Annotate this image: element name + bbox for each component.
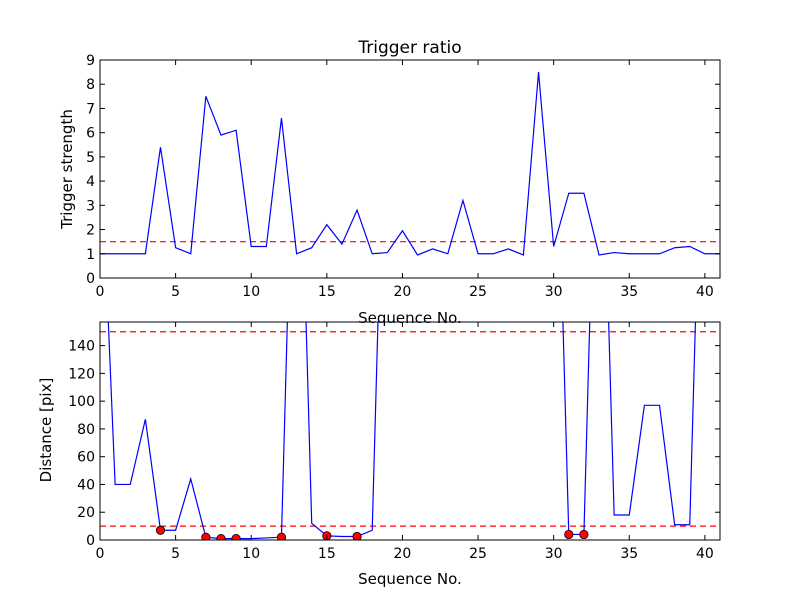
top-chart-xtick-label-0: 0 <box>96 284 105 300</box>
bottom-chart-xtick-label-5: 25 <box>469 546 487 562</box>
bottom-chart-ytick-label-5: 100 <box>68 394 95 410</box>
top-chart-ytick-label-0: 0 <box>86 271 95 287</box>
top-chart-ytick-label-9: 9 <box>86 53 95 69</box>
top-chart-ytick-label-2: 2 <box>86 223 95 239</box>
bottom-chart-marker-point-8 <box>579 529 589 540</box>
top-chart-xtick-label-3: 15 <box>318 284 336 300</box>
bottom-chart-ytick-label-3: 60 <box>77 450 95 466</box>
top-chart-xtick-label-8: 40 <box>696 284 714 300</box>
top-chart-ytick-label-4: 4 <box>86 174 95 190</box>
bottom-chart-axes-frame <box>99 321 721 541</box>
bottom-chart-marker-point-7 <box>564 529 574 540</box>
top-chart-ytick-label-1: 1 <box>86 247 95 263</box>
top-chart-title: Trigger ratio <box>357 38 461 58</box>
bottom-chart-ylabel: Distance [pix] <box>37 378 55 483</box>
top-chart-series-line-0 <box>100 72 720 256</box>
top-chart-ytick-label-5: 5 <box>86 150 95 166</box>
bottom-chart-xtick-label-4: 20 <box>394 546 412 562</box>
top-chart-xtick-label-7: 35 <box>620 284 638 300</box>
top-chart-xtick-label-4: 20 <box>394 284 412 300</box>
top-chart-plot: 0 5 10 15 20 25 30 35 40 0 1 2 3 4 5 6 7 8 9 <box>86 53 721 300</box>
bottom-chart-xtick-label-3: 15 <box>318 546 336 562</box>
bottom-chart-ytick-label-7: 140 <box>68 339 95 355</box>
top-chart-ytick-label-7: 7 <box>86 101 95 117</box>
bottom-chart-marker-point-2 <box>216 534 226 540</box>
top-chart-axes-frame <box>99 59 721 279</box>
top-chart-ylabel: Trigger strength <box>58 109 76 230</box>
bottom-chart-xlabel: Sequence No. <box>358 570 462 588</box>
bottom-chart-marker-point-4 <box>276 532 287 540</box>
top-chart-ytick-label-6: 6 <box>86 126 95 142</box>
bottom-chart-xtick-label-1: 5 <box>171 546 180 562</box>
bottom-chart-marker-point-6 <box>352 531 362 540</box>
bottom-chart-marker-point-0 <box>155 525 166 535</box>
bottom-chart-ytick-label-4: 80 <box>77 422 95 438</box>
bottom-chart-marker-point-1 <box>201 532 211 540</box>
bottom-chart-series-line-0 <box>107 322 697 540</box>
top-chart-xlabel: Sequence No. <box>358 309 462 327</box>
bottom-chart-xtick-label-7: 35 <box>620 546 638 562</box>
bottom-chart-xtick-label-6: 30 <box>545 546 563 562</box>
bottom-chart-xtick-label-0: 0 <box>96 546 105 562</box>
bottom-chart-ytick-label-1: 20 <box>77 505 95 521</box>
top-chart-ytick-label-3: 3 <box>86 198 95 214</box>
top-chart-xtick-label-1: 5 <box>171 284 180 300</box>
bottom-chart-marker-point-3 <box>231 534 241 540</box>
bottom-chart-xtick-label-2: 10 <box>242 546 260 562</box>
bottom-chart-plot: 0 5 10 15 20 25 30 35 40 0 20 40 60 80 100 120 140 <box>68 321 721 562</box>
top-chart-xtick-label-6: 30 <box>545 284 563 300</box>
bottom-chart-ytick-label-2: 40 <box>77 477 95 493</box>
bottom-chart-xtick-label-8: 40 <box>696 546 714 562</box>
top-chart-xtick-label-5: 25 <box>469 284 487 300</box>
bottom-chart-ytick-label-0: 0 <box>86 533 95 549</box>
bottom-chart-ytick-label-6: 120 <box>68 366 95 382</box>
top-chart-xtick-label-2: 10 <box>242 284 260 300</box>
top-chart-ytick-label-8: 8 <box>86 77 95 93</box>
